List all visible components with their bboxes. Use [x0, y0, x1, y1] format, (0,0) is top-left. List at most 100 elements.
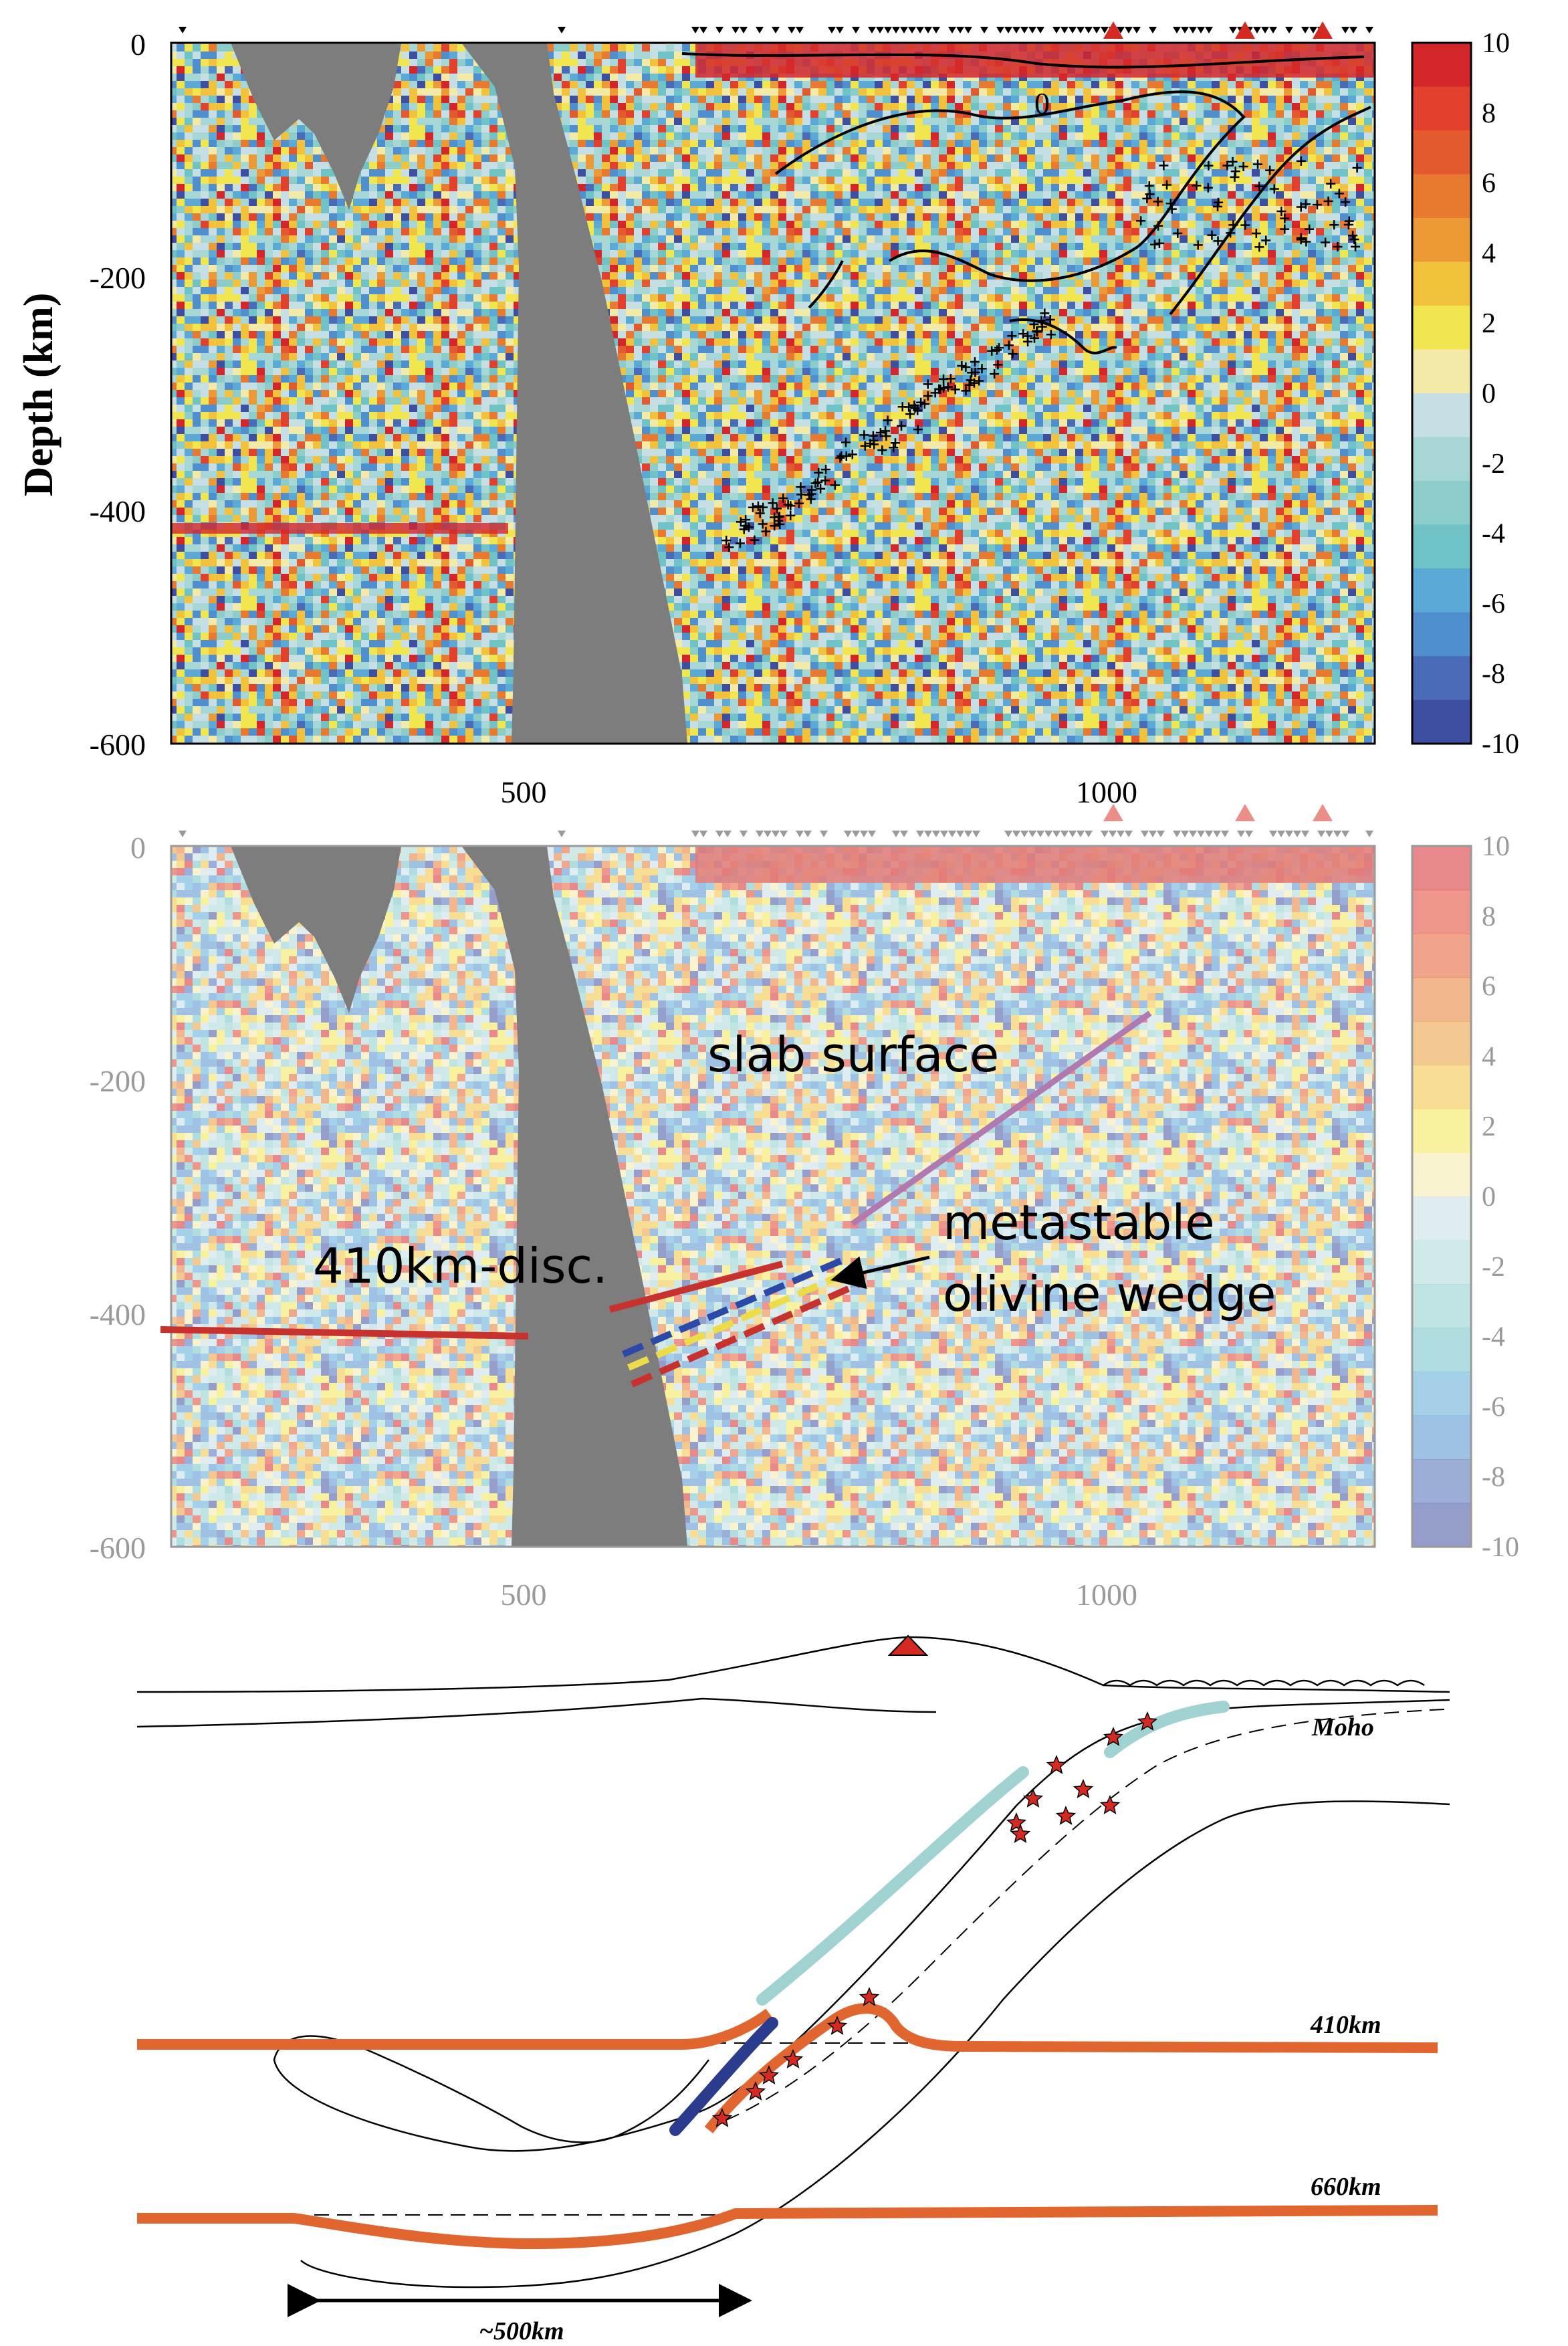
station-marker	[956, 27, 964, 33]
earthquake-cross	[913, 405, 923, 415]
earthquake-cross	[783, 500, 793, 510]
colorbar-swatch	[1412, 1152, 1471, 1197]
earthquake-cross	[881, 426, 891, 436]
station-marker	[1060, 27, 1069, 33]
station-marker	[1285, 831, 1293, 837]
earthquake-cross	[1159, 161, 1169, 171]
station-marker	[820, 831, 828, 837]
station-marker	[1069, 27, 1077, 33]
station-marker	[932, 27, 940, 33]
earthquake-star	[745, 2081, 766, 2101]
station-marker	[1077, 831, 1085, 837]
earthquake-cross	[816, 484, 826, 494]
panel-b-volcano-3	[1313, 804, 1333, 821]
earthquake-cross	[934, 384, 944, 394]
earthquake-cross	[1165, 199, 1175, 209]
earthquake-cross	[1296, 156, 1306, 166]
panel-b-wedge-mid-dashed	[627, 1269, 851, 1371]
panel-c-label-410: 410km	[1310, 2011, 1381, 2039]
station-marker	[691, 27, 699, 33]
earthquake-star	[758, 2065, 780, 2085]
panel-b-stations	[179, 831, 1373, 837]
earthquake-cross	[1144, 181, 1154, 191]
colorbar-tick-label: -2	[1482, 449, 1505, 479]
panel-a-contour-3	[1169, 106, 1371, 316]
colorbar-swatch	[1412, 130, 1471, 175]
colorbar-tick-label: -10	[1482, 1532, 1519, 1563]
station-marker	[1125, 831, 1133, 837]
colorbar-swatch	[1412, 524, 1471, 569]
colorbar-swatch	[1412, 43, 1471, 88]
colorbar-tick-label: 6	[1482, 169, 1496, 199]
colorbar-swatch	[1412, 1196, 1471, 1241]
station-marker	[1325, 831, 1333, 837]
colorbar-frame	[1411, 845, 1472, 1548]
earthquake-cross	[1301, 237, 1311, 247]
panel-a-contour-label: 0	[1034, 86, 1050, 120]
panel-a-contour-0	[681, 52, 1365, 69]
earthquake-cross	[1228, 220, 1238, 230]
station-marker	[1205, 27, 1213, 33]
earthquake-cross	[868, 431, 878, 441]
colorbar-swatch	[1412, 656, 1471, 701]
earthquake-cross	[836, 451, 847, 461]
earthquake-cross	[1238, 161, 1248, 171]
earthquake-cross	[992, 345, 1002, 355]
earthquake-cross	[796, 490, 806, 500]
earthquake-star	[1022, 1788, 1044, 1808]
earthquake-cross	[1240, 220, 1250, 230]
earthquake-cross	[1326, 179, 1336, 189]
earthquake-cross	[1333, 242, 1343, 252]
station-marker	[924, 831, 932, 837]
earthquake-cross	[775, 519, 785, 529]
station-marker	[558, 27, 566, 33]
station-marker	[1028, 831, 1036, 837]
panel-b-410-disc-line-left	[160, 1326, 529, 1340]
earthquake-cross	[977, 364, 987, 374]
station-marker	[1093, 27, 1101, 33]
station-marker	[1052, 831, 1060, 837]
earthquake-cross	[1004, 340, 1014, 350]
panel-b-y-axis: 0 -200 -400 -600	[90, 831, 146, 1565]
earthquake-cross	[1008, 349, 1018, 359]
panel-a-stations	[179, 27, 1373, 33]
panel-a-colorbar: 10 8 6 4 2 0 -2 -4 -6 -8 -10	[1411, 28, 1519, 760]
station-marker	[1197, 831, 1205, 837]
earthquake-cross	[1226, 228, 1236, 238]
panel-c-410-uplift	[704, 2003, 1438, 2133]
panel-a-volcano-1	[1103, 21, 1123, 39]
colorbar-swatch	[1412, 86, 1471, 131]
earthquake-cross	[1037, 322, 1047, 332]
panel-b-xtick: 500	[501, 1578, 547, 1612]
earthquake-cross	[1173, 228, 1183, 238]
station-marker	[1044, 831, 1052, 837]
colorbar-swatch	[1412, 1459, 1471, 1504]
station-marker	[1333, 831, 1341, 837]
colorbar-tick-label: 4	[1482, 238, 1496, 269]
colorbar-swatch	[1412, 174, 1471, 219]
earthquake-cross	[1162, 180, 1172, 190]
panel-b-noise-background	[171, 846, 1375, 1547]
station-marker	[1181, 831, 1189, 837]
earthquake-cross	[1329, 220, 1339, 230]
station-marker	[715, 831, 723, 837]
earthquake-cross	[961, 362, 971, 372]
station-marker	[691, 831, 699, 837]
earthquake-star	[1055, 1806, 1077, 1825]
station-marker	[1237, 831, 1245, 837]
station-marker	[1173, 27, 1181, 33]
earthquake-cross	[772, 504, 782, 514]
earthquake-cross	[1254, 181, 1264, 191]
colorbar-swatch	[1412, 481, 1471, 526]
panel-b-wedge-arrow	[830, 1255, 930, 1289]
earthquake-cross	[859, 430, 869, 440]
panel-a-gray-mask-center	[461, 43, 687, 744]
colorbar-swatch	[1412, 934, 1471, 978]
earthquake-cross	[1305, 224, 1315, 234]
station-marker	[892, 831, 900, 837]
station-marker	[740, 831, 748, 837]
colorbar-tick-label: 8	[1482, 901, 1496, 932]
colorbar-swatch	[1412, 1240, 1471, 1285]
station-marker	[1117, 27, 1125, 33]
